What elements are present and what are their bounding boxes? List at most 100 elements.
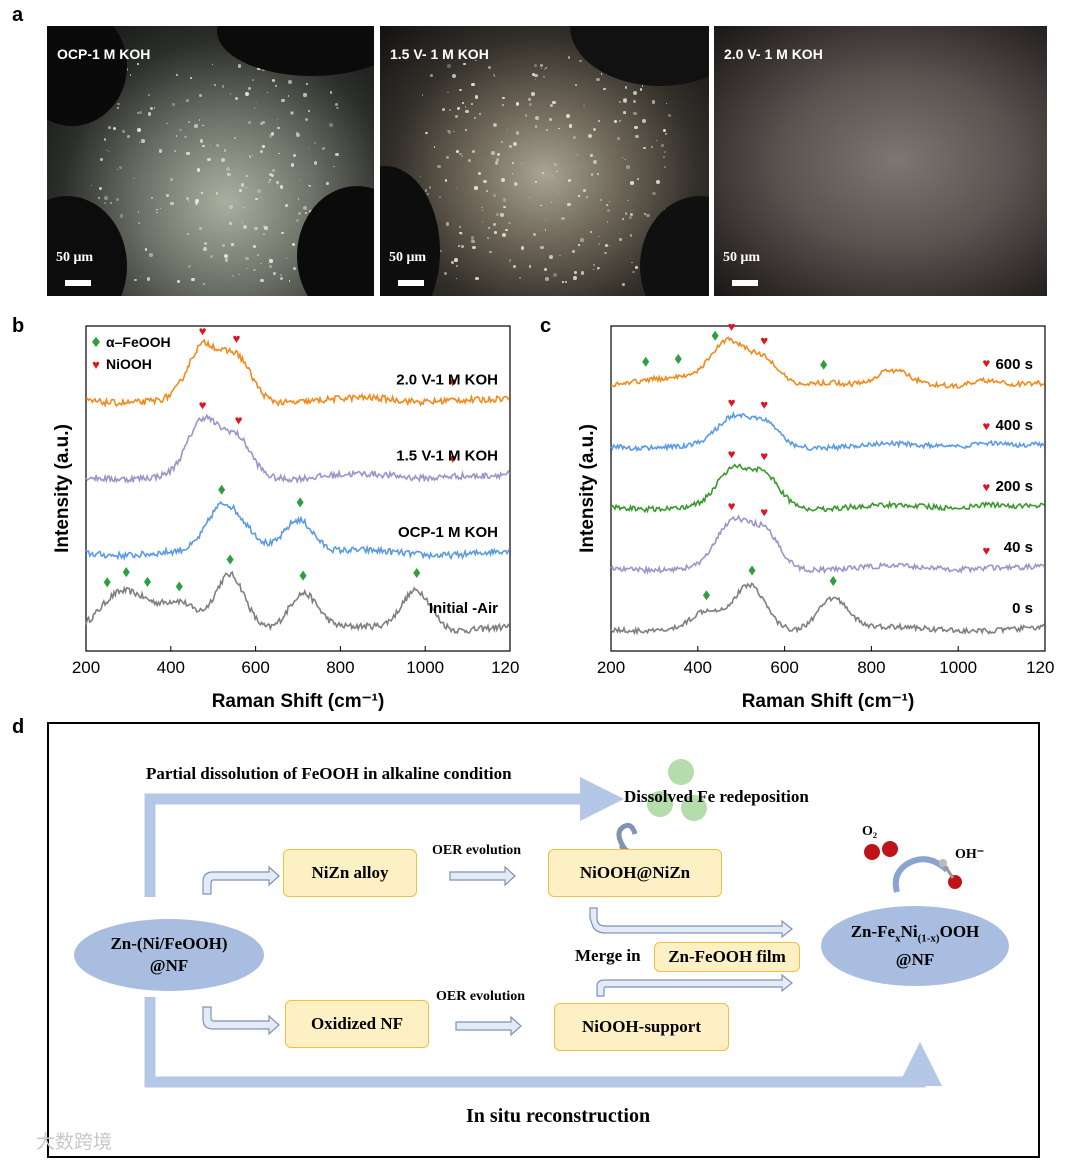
oh-label: OH⁻ <box>955 847 985 862</box>
niooh-marker: ♥ <box>233 331 241 346</box>
niooh-nizn-box: NiOOH@NiZn <box>548 849 722 897</box>
x-tick-label: 200 <box>72 658 100 677</box>
scale-bar <box>732 280 758 286</box>
oer-cycle-arrow <box>892 856 950 893</box>
niooh-marker: ♥ <box>728 447 736 462</box>
start-material: Zn-(Ni/FeOOH) @NF <box>74 919 264 991</box>
plot-frame <box>85 325 511 652</box>
niooh-marker: ♥ <box>760 449 768 464</box>
niooh-marker: ♥ <box>199 323 207 338</box>
niooh-marker: ♥ <box>983 543 991 558</box>
feooh-marker <box>711 330 719 341</box>
series-line <box>610 514 1046 575</box>
niooh-marker: ♥ <box>728 395 736 410</box>
x-tick-label: 800 <box>857 658 885 677</box>
feooh-marker <box>702 590 710 601</box>
legend-label: NiOOH <box>106 356 152 372</box>
scale-bar <box>65 280 91 286</box>
scale-bar <box>398 280 424 286</box>
panel-label-c: c <box>540 315 552 337</box>
series-label: OCP-1 M KOH <box>398 524 498 541</box>
oer-arrow-2 <box>455 1015 522 1037</box>
zn-feooh-film-box: Zn-FeOOH film <box>654 942 800 972</box>
merge-arrow-top <box>589 907 793 939</box>
watermark: 大数跨境 <box>36 1131 113 1153</box>
x-axis-label: Raman Shift (cm⁻¹) <box>742 691 915 712</box>
x-tick-label: 1200 <box>1026 658 1055 677</box>
partial-dissolution-label: Partial dissolution of FeOOH in alkaline… <box>146 764 512 783</box>
o2-label: O₂ <box>862 824 878 839</box>
branch-arrow-up <box>202 865 280 895</box>
niooh-marker: ♥ <box>983 480 991 495</box>
series-label: 2.0 V-1 M KOH <box>396 371 498 388</box>
x-tick-label: 600 <box>241 658 269 677</box>
series-label: Initial -Air <box>429 600 498 617</box>
niooh-marker: ♥ <box>199 397 207 412</box>
micrograph-1-5v: 1.5 V- 1 M KOH 50 μm <box>380 26 709 296</box>
fe-sphere <box>647 791 673 817</box>
raman-chart-b: 200 400 600 800 1000 1200 Raman Shift (cm⁻¹) In… <box>52 323 520 712</box>
niooh-marker: ♥ <box>760 504 768 519</box>
x-axis-label: Raman Shift (cm⁻¹) <box>212 691 385 712</box>
legend-diamond <box>92 337 100 347</box>
niooh-support-box: NiOOH-support <box>554 1003 729 1051</box>
oh-molecule <box>948 875 962 889</box>
panel-label-d: d <box>12 716 25 738</box>
series-line <box>85 500 511 561</box>
nizn-alloy-box: NiZn alloy <box>283 849 417 897</box>
niooh-marker: ♥ <box>449 375 457 390</box>
series-label: 40 s <box>1004 539 1033 556</box>
feooh-marker <box>299 570 307 581</box>
micrograph-caption: OCP-1 M KOH <box>57 46 151 62</box>
y-axis-label: Intensity (a.u.) <box>52 424 73 553</box>
niooh-marker: ♥ <box>760 333 768 348</box>
feooh-marker <box>820 359 828 370</box>
feooh-marker <box>175 581 183 592</box>
o2-molecule <box>864 844 880 860</box>
bottom-pathway-arrow <box>144 997 942 1088</box>
niooh-marker: ♥ <box>728 319 736 334</box>
niooh-marker: ♥ <box>728 499 736 514</box>
x-tick-label: 1000 <box>939 658 977 677</box>
feooh-marker <box>226 554 234 565</box>
series-label: 600 s <box>995 356 1033 373</box>
feooh-marker <box>296 497 304 508</box>
merge-label: Merge in <box>575 946 641 965</box>
o2-molecule <box>882 841 898 857</box>
niooh-marker: ♥ <box>983 419 991 434</box>
x-tick-label: 400 <box>157 658 185 677</box>
top-pathway-arrow <box>144 777 624 897</box>
scheme-frame <box>47 722 1040 1158</box>
x-tick-label: 400 <box>684 658 712 677</box>
series-line <box>85 413 511 485</box>
niooh-marker: ♥ <box>983 356 991 371</box>
feooh-marker <box>829 575 837 586</box>
scale-bar-label: 50 μm <box>389 250 427 265</box>
series-label: 200 s <box>995 478 1033 495</box>
feooh-marker <box>413 567 421 578</box>
legend-label: α–FeOOH <box>106 334 171 350</box>
x-tick-label: 800 <box>326 658 354 677</box>
feooh-marker <box>143 576 151 587</box>
oer-arrow-1 <box>449 865 516 887</box>
micrograph-caption: 2.0 V- 1 M KOH <box>724 46 823 62</box>
redeposition-arrow <box>616 822 638 854</box>
oer-label-2: OER evolution <box>436 989 526 1004</box>
oxidized-nf-box: Oxidized NF <box>285 1000 429 1048</box>
legend-heart: ♥ <box>92 357 100 372</box>
y-axis-label: Intensity (a.u.) <box>577 424 598 553</box>
series-label: 0 s <box>1012 600 1033 617</box>
niooh-marker: ♥ <box>449 451 457 466</box>
branch-arrow-down <box>202 1006 280 1036</box>
fe-sphere <box>668 759 694 785</box>
fe-sphere <box>681 795 707 821</box>
feooh-marker <box>748 565 756 576</box>
panel-label-b: b <box>12 315 25 337</box>
series-line <box>610 463 1045 514</box>
feooh-marker <box>103 577 111 588</box>
niooh-marker: ♥ <box>760 397 768 412</box>
series-label: 1.5 V-1 M KOH <box>396 448 498 465</box>
series-line <box>610 582 1046 636</box>
micrograph-caption: 1.5 V- 1 M KOH <box>390 46 489 62</box>
feooh-marker <box>642 356 650 367</box>
